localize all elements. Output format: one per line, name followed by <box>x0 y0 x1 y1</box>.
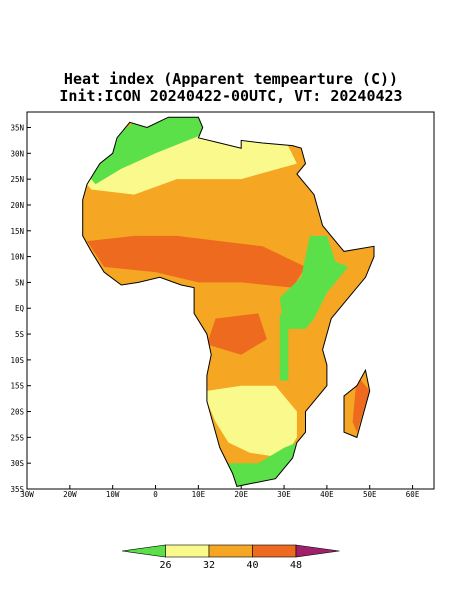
x-tick-label: 10E <box>192 490 206 499</box>
x-tick-label: 60E <box>406 490 420 499</box>
x-tick-label: 20W <box>63 490 77 499</box>
x-tick-label: 20E <box>234 490 248 499</box>
colorbar-high <box>295 544 340 558</box>
y-tick-label: EQ <box>15 304 25 313</box>
field-region <box>279 313 289 381</box>
y-tick-label: 10S <box>10 356 24 365</box>
coastline <box>82 116 375 487</box>
y-tick-label: 25S <box>10 433 24 442</box>
colorbar-label: 48 <box>290 560 302 571</box>
colorbar-segment <box>208 544 253 558</box>
y-tick-label: 20S <box>10 408 24 417</box>
y-tick-label: 20N <box>10 201 24 210</box>
colorbar: 26 32 40 48 <box>121 544 340 571</box>
y-tick-label: 15S <box>10 382 24 391</box>
colorbar-segment <box>252 544 297 558</box>
colorbar-label: 32 <box>203 560 215 571</box>
field-region <box>352 375 370 433</box>
map-frame <box>26 111 435 490</box>
y-tick-label: 30S <box>10 459 24 468</box>
x-tick-label: 0 <box>153 490 158 499</box>
x-tick-label: 10W <box>106 490 120 499</box>
x-tick-label: 50E <box>363 490 377 499</box>
y-tick-label: 30N <box>10 149 24 158</box>
map: 30W 20W 10W 0 10E 20E 30E 40E 50E 60E 35N 30N 25N 20N… <box>10 111 435 499</box>
colorbar-label: 40 <box>246 560 258 571</box>
colorbar-low <box>121 544 166 558</box>
field-region <box>206 313 267 355</box>
field-region <box>206 385 297 458</box>
title: Heat index (Apparent tempearture (C)) <box>64 70 398 88</box>
x-tick-label: 30W <box>20 490 34 499</box>
y-tick-label: 35S <box>10 485 24 494</box>
y-tick-label: 10N <box>10 253 24 262</box>
colorbar-label: 26 <box>159 560 171 571</box>
field-region <box>279 235 349 329</box>
subtitle: Init:ICON 20240422-00UTC, VT: 20240423 <box>59 87 402 105</box>
y-tick-label: 25N <box>10 175 24 184</box>
x-tick-label: 40E <box>320 490 334 499</box>
field-region <box>87 235 306 288</box>
y-tick-label: 5N <box>15 278 24 287</box>
colorbar-segment <box>165 544 210 558</box>
field-region <box>82 117 207 185</box>
y-tick-label: 15N <box>10 227 24 236</box>
x-tick-label: 30E <box>277 490 291 499</box>
y-tick-label: 35N <box>10 123 24 132</box>
y-tick-label: 5S <box>15 330 25 339</box>
